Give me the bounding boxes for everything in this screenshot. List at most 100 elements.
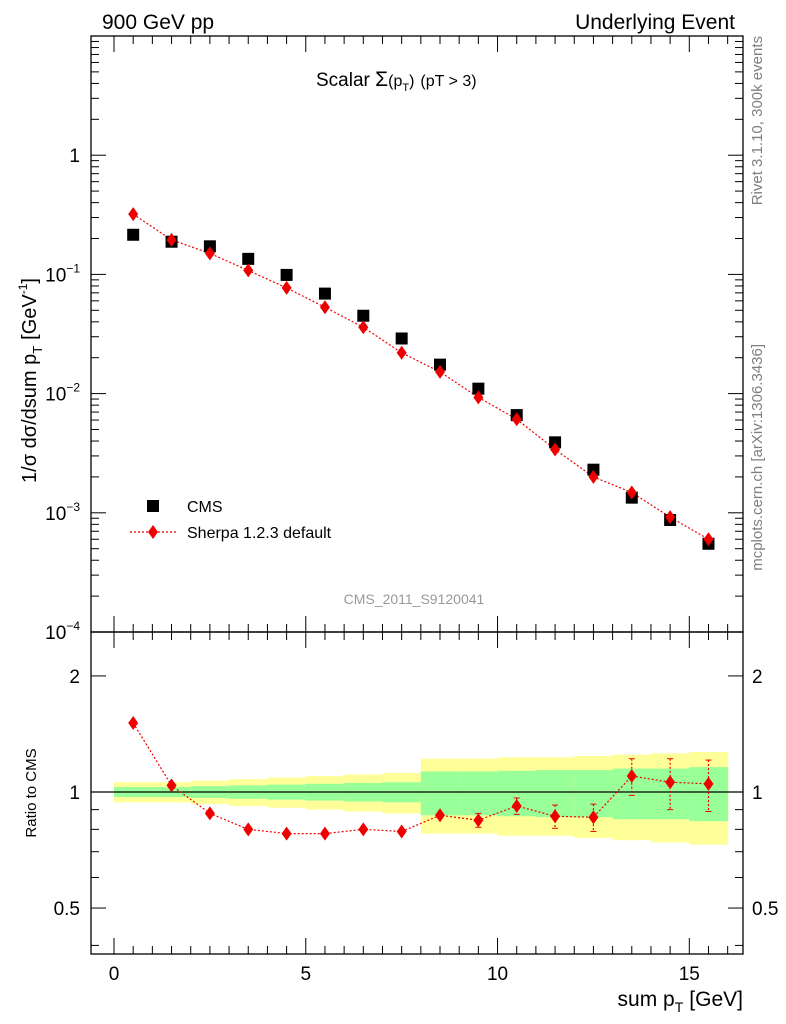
main-ytick-label: 10−4 bbox=[45, 619, 80, 644]
sherpa-point bbox=[281, 280, 292, 295]
main-ylabel: 1/σ dσ/dsum pT [GeV-1] bbox=[16, 278, 45, 483]
sherpa-point bbox=[128, 207, 139, 222]
ratio-ytick-label-right: 1 bbox=[752, 783, 763, 804]
tick-base: 10 bbox=[45, 623, 66, 644]
tick-exponent: −4 bbox=[66, 619, 80, 633]
legend-sherpa-marker bbox=[148, 525, 158, 539]
tick-base: 10 bbox=[45, 504, 66, 525]
sherpa-point bbox=[550, 442, 561, 457]
ratio-sherpa-point bbox=[166, 778, 177, 793]
ylabel-main: 1/σ dσ/dsum p bbox=[19, 354, 41, 483]
ratio-ytick-label-left: 2 bbox=[69, 667, 80, 688]
ratio-ticks bbox=[91, 632, 743, 954]
ratio-xtick-label: 5 bbox=[300, 964, 311, 985]
ratio-sherpa-point bbox=[511, 798, 522, 813]
tick-exponent: −2 bbox=[66, 381, 80, 395]
ratio-xtick-label: 15 bbox=[679, 964, 700, 985]
sherpa-point bbox=[473, 390, 484, 405]
ratio-sherpa-line bbox=[132, 722, 709, 835]
main-frame bbox=[90, 35, 744, 633]
ratio-sherpa-point bbox=[473, 813, 484, 828]
analysis-watermark: CMS_2011_S9120041 bbox=[344, 591, 485, 607]
legend-cms-marker bbox=[147, 500, 159, 512]
title-sub: T bbox=[402, 82, 409, 94]
uncertainty-band-inner bbox=[689, 767, 729, 822]
ratio-sherpa-point bbox=[204, 806, 215, 821]
ratio-sherpa-point bbox=[243, 822, 254, 837]
main-ytick-label: 1 bbox=[69, 146, 80, 167]
uncertainty-band-inner bbox=[459, 771, 499, 816]
uncertainty-band-inner bbox=[420, 771, 460, 816]
sherpa-point bbox=[703, 532, 714, 547]
title-cut: (pT > 3) bbox=[420, 73, 476, 90]
sherpa-line bbox=[132, 213, 709, 540]
cms-point bbox=[242, 252, 255, 265]
ylabel-unit: [GeV bbox=[19, 294, 41, 340]
title-sigma: Σ bbox=[375, 68, 388, 91]
main-ytick-label: 10−1 bbox=[45, 261, 80, 286]
sherpa-point bbox=[204, 246, 215, 261]
main-panel: 110−110−210−310−4 Scalar Σ(pT) (pT > 3) 1… bbox=[16, 35, 744, 644]
ratio-ytick-label-left: 1 bbox=[69, 783, 80, 804]
sherpa-point bbox=[665, 510, 676, 525]
sherpa-point bbox=[358, 320, 369, 335]
main-series-layer bbox=[127, 207, 715, 550]
ratio-ytick-label-right: 0.5 bbox=[752, 899, 778, 920]
sherpa-point bbox=[435, 364, 446, 379]
cms-point bbox=[587, 463, 600, 476]
cms-point bbox=[318, 287, 331, 300]
ratio-ytick-label-left: 0.5 bbox=[54, 899, 80, 920]
sherpa-point bbox=[319, 300, 330, 315]
title-paren-close: ) bbox=[409, 73, 414, 90]
legend-sherpa-label: Sherpa 1.2.3 default bbox=[187, 525, 332, 542]
header-right: Underlying Event bbox=[575, 11, 735, 34]
ratio-sherpa-point bbox=[626, 769, 637, 784]
ratio-frame bbox=[90, 631, 744, 955]
mcplots-label: mcplots.cern.ch [arXiv:1306.3436] bbox=[749, 344, 766, 571]
cms-point bbox=[357, 309, 370, 322]
legend-cms-label: CMS bbox=[187, 499, 223, 516]
ratio-tick-labels: 2 2 1 1 0.5 0.5 0 5 10 15 bbox=[54, 667, 779, 985]
sherpa-point bbox=[396, 345, 407, 360]
xlabel-unit: [GeV] bbox=[689, 988, 743, 1011]
title-scalar: Scalar bbox=[316, 70, 375, 91]
ratio-sherpa-point bbox=[128, 715, 139, 730]
cms-point bbox=[549, 436, 562, 449]
sherpa-point bbox=[511, 412, 522, 427]
cms-point bbox=[395, 332, 408, 345]
ratio-sherpa-point bbox=[281, 826, 292, 841]
ratio-xtick-label: 10 bbox=[487, 964, 508, 985]
uncertainty-band-inner bbox=[574, 770, 614, 818]
sherpa-point bbox=[166, 232, 177, 247]
ratio-sherpa-point bbox=[358, 822, 369, 837]
sherpa-point bbox=[243, 263, 254, 278]
rivet-label: Rivet 3.1.10, 300k events bbox=[749, 36, 766, 205]
ratio-series-layer bbox=[128, 715, 714, 841]
tick-exponent: −1 bbox=[66, 261, 80, 275]
header-left: 900 GeV pp bbox=[102, 11, 214, 34]
ratio-sherpa-point bbox=[588, 810, 599, 825]
ratio-sherpa-point bbox=[665, 775, 676, 790]
tick-base: 10 bbox=[45, 385, 66, 406]
ratio-sherpa-point bbox=[396, 824, 407, 839]
main-title: Scalar Σ(pT) (pT > 3) bbox=[316, 68, 477, 94]
title-paren-open: (p bbox=[388, 73, 402, 90]
main-ytick-labels: 110−110−210−310−4 bbox=[45, 146, 80, 644]
main-ticks bbox=[91, 36, 743, 633]
main-ytick-label: 10−2 bbox=[45, 381, 80, 406]
ratio-ytick-label-right: 2 bbox=[752, 667, 763, 688]
ylabel-sup: -1 bbox=[16, 283, 30, 294]
cms-point bbox=[127, 228, 140, 241]
ylabel-close: ] bbox=[19, 278, 41, 284]
ratio-ylabel: Ratio to CMS bbox=[23, 748, 40, 837]
ratio-bands bbox=[114, 751, 729, 845]
ratio-sherpa-point bbox=[550, 809, 561, 824]
cms-point bbox=[472, 382, 485, 395]
legend: CMS Sherpa 1.2.3 default bbox=[130, 499, 332, 542]
xlabel-sub: T bbox=[675, 999, 684, 1015]
ratio-sherpa-point bbox=[319, 826, 330, 841]
ratio-sherpa-point bbox=[435, 808, 446, 823]
sherpa-point bbox=[588, 469, 599, 484]
main-ytick-label: 10−3 bbox=[45, 500, 80, 525]
